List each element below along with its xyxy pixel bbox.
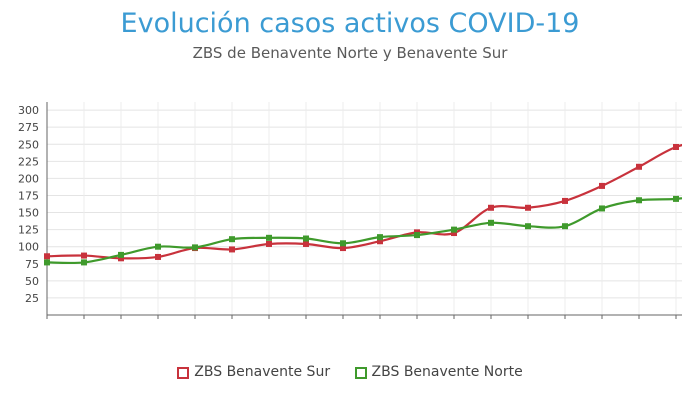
data-point-sur[interactable]: [229, 246, 235, 253]
data-point-sur[interactable]: [44, 253, 50, 260]
data-point-sur[interactable]: [303, 240, 309, 247]
data-point-norte[interactable]: [562, 223, 568, 230]
data-point-norte[interactable]: [525, 223, 531, 230]
legend-swatch-norte: [354, 367, 367, 379]
data-point-sur[interactable]: [525, 204, 531, 211]
data-point-norte[interactable]: [340, 240, 346, 247]
data-point-sur[interactable]: [118, 255, 124, 262]
y-tick-label: 275: [18, 121, 39, 134]
y-tick-label: 300: [18, 104, 39, 117]
chart-subtitle: ZBS de Benavente Norte y Benavente Sur: [192, 44, 508, 62]
y-tick-label: 75: [25, 258, 39, 271]
y-tick-label: 150: [18, 207, 39, 220]
data-point-sur[interactable]: [377, 238, 383, 245]
data-point-norte[interactable]: [488, 219, 494, 226]
chart-legend: ZBS Benavente Sur ZBS Benavente Norte: [0, 364, 700, 380]
legend-label-sur: ZBS Benavente Sur: [194, 364, 331, 380]
y-tick-label: 100: [18, 241, 39, 254]
data-point-norte[interactable]: [155, 243, 161, 250]
chart-title: Evolución casos activos COVID-19: [120, 8, 580, 39]
data-point-norte[interactable]: [451, 226, 457, 233]
data-point-sur[interactable]: [155, 253, 161, 260]
legend-item-sur[interactable]: ZBS Benavente Sur: [177, 364, 330, 380]
y-tick-label: 125: [18, 224, 39, 237]
y-tick-label: 175: [18, 189, 39, 202]
legend-item-norte[interactable]: ZBS Benavente Norte: [354, 364, 523, 380]
y-tick-label: 250: [18, 138, 39, 151]
data-point-sur[interactable]: [636, 163, 642, 170]
y-tick-label: 25: [25, 292, 39, 305]
data-point-sur[interactable]: [599, 182, 605, 189]
data-point-sur[interactable]: [451, 230, 457, 237]
data-point-norte[interactable]: [303, 235, 309, 242]
legend-label-norte: ZBS Benavente Norte: [371, 364, 523, 380]
data-point-sur[interactable]: [81, 252, 87, 259]
data-point-norte[interactable]: [192, 244, 198, 251]
data-point-norte[interactable]: [636, 197, 642, 204]
data-point-sur[interactable]: [488, 204, 494, 211]
data-point-norte[interactable]: [673, 195, 679, 202]
data-point-sur[interactable]: [562, 197, 568, 204]
data-point-norte[interactable]: [229, 236, 235, 243]
y-tick-label: 200: [18, 172, 39, 185]
y-tick-label: 50: [25, 275, 39, 288]
data-point-norte[interactable]: [118, 251, 124, 258]
data-point-norte[interactable]: [266, 234, 272, 241]
data-point-norte[interactable]: [377, 234, 383, 241]
y-tick-label: 225: [18, 155, 39, 168]
data-point-norte[interactable]: [44, 259, 50, 266]
data-point-sur[interactable]: [266, 240, 272, 247]
data-point-sur[interactable]: [673, 143, 679, 150]
data-point-norte[interactable]: [414, 232, 420, 239]
data-point-sur[interactable]: [340, 245, 346, 252]
data-point-norte[interactable]: [599, 205, 605, 212]
data-point-norte[interactable]: [81, 259, 87, 266]
legend-swatch-sur: [177, 367, 190, 379]
